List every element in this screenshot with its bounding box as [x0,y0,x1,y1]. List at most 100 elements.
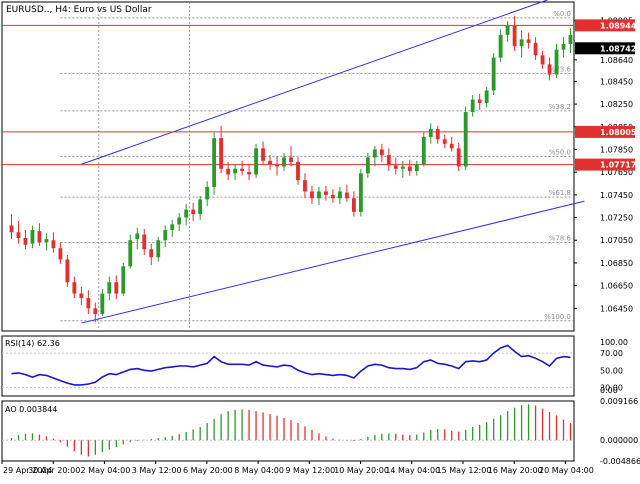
candle-body [519,39,524,47]
rsi-line [11,344,571,386]
candle-body [491,57,496,91]
candle-body [135,233,140,240]
candle-body [191,209,196,215]
ao-axis-label: 0.000000 [600,436,638,445]
candle-body [79,293,84,299]
price-axis-label: 1.07450 [600,191,633,200]
candle-body [212,138,217,187]
candle-body [289,157,293,162]
rsi-pane-frame [1,335,575,397]
price-axis-label: 1.06650 [600,282,633,291]
price-line-tag [575,158,635,171]
candle-body [114,282,119,294]
candle-body [331,194,335,199]
candle-body [233,168,238,174]
candle-body [317,191,321,199]
candle-body [86,298,91,309]
time-axis-label: 30 Apr 20:00 [28,466,80,475]
candle-body [470,99,475,113]
candle-body [561,43,566,50]
candle-body [142,234,147,250]
candle-body [149,249,154,258]
price-axis-label: 1.08250 [600,100,633,109]
rsi-title: RSI(14) 62.36 [5,339,60,348]
candle-body [296,161,300,181]
candle-body [156,240,161,258]
candle-body [226,168,231,175]
time-axis-label: 15 May 12:00 [437,466,492,475]
candle-body [310,191,314,199]
candle-body [205,186,210,200]
candle-body [421,137,426,165]
candle-body [9,225,14,233]
price-axis-label: 1.07050 [600,236,633,245]
candle-body [533,42,538,56]
candle-body [407,166,412,172]
candle-body [37,231,42,243]
candle-body [51,240,56,249]
candle-body [449,143,454,149]
candle-body [324,191,328,195]
price-line-tag [575,19,635,32]
candle-body [198,199,203,215]
candle-body [456,148,461,167]
candle-body [568,34,573,44]
candle-body [477,99,482,103]
candle-body [93,308,98,314]
candle-body [121,266,126,294]
candle-body [358,173,363,212]
candle-body [547,64,552,75]
candle-body [219,138,224,169]
candle-body [170,224,175,231]
candle-body [275,164,279,167]
price-axis-label: 1.08450 [600,77,633,86]
rsi-axis-label: 30.00 [600,383,623,392]
fibonacci-level-label: %38.2 [549,103,571,111]
price-axis-label: 1.07850 [600,145,633,154]
channel-line-upper [81,0,549,165]
candle-body [463,112,468,167]
ao-pane-frame [1,400,575,462]
candle-body [100,293,105,314]
fibonacci-level-label: %61.8 [549,189,571,197]
candle-body [484,90,489,103]
candle-body [303,180,307,192]
candle-body [44,239,49,243]
time-axis-label: 16 May 20:00 [488,466,543,475]
candle-body [540,55,545,65]
price-axis-label: 1.06450 [600,304,633,313]
candle-body [72,282,77,294]
current-price-tag [575,42,635,55]
time-axis-label: 29 Apr 2024 [3,466,52,475]
fibonacci-level-label: %23.6 [549,65,572,73]
candle-body [107,282,112,294]
candle-body [414,164,419,172]
rsi-axis-label: 50.00 [600,366,623,375]
candle-body [58,248,63,260]
candle-body [128,240,133,267]
rsi-axis-label: 0.00 [600,386,618,395]
fibonacci-level-label: %100.0 [544,313,571,321]
candle-body [23,237,28,245]
time-axis-label: 10 May 20:00 [334,466,389,475]
candle-body [337,191,342,199]
candle-body [184,209,189,218]
candle-body [428,129,433,138]
candle-body [498,34,503,58]
candle-body [344,192,349,199]
current-price-label: 1.08742 [600,44,636,53]
candle-body [30,230,35,244]
price-pane: 1.089851.086401.084501.082501.080501.078… [1,0,637,332]
price-axis-label: 1.07650 [600,168,633,177]
candle-body [512,25,517,47]
ao-title: AO 0.003844 [5,405,57,414]
price-line-tag-label: 1.08944 [600,21,637,30]
candle-body [65,259,70,283]
candle-body [400,166,405,169]
fibonacci-level-label: %50.0 [549,148,571,156]
channel-line-lower [81,200,585,324]
chart-title: EURUSD.., H4: Euro vs US Dollar [6,5,152,15]
time-axis-label: 9 May 12:00 [285,466,335,475]
price-axis-label: 1.07250 [600,214,633,223]
